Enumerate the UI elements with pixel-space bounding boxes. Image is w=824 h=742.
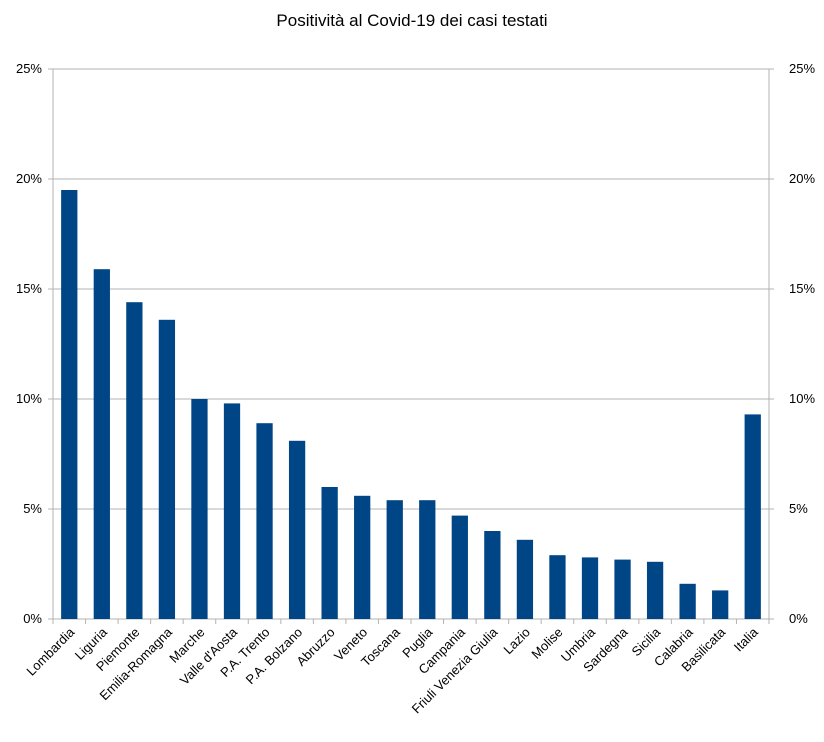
bar (256, 423, 273, 619)
y-axis-left: 0% 5% 10% 15% 20% 25% (16, 61, 42, 626)
y-tick-label-left: 0% (23, 611, 42, 626)
bar (191, 399, 208, 619)
y-axis-right: 0% 5% 10% 15% 20% 25% (789, 61, 815, 626)
y-tick-label-right: 20% (789, 171, 815, 186)
y-tick-label-right: 0% (789, 611, 808, 626)
bar (61, 190, 78, 619)
y-tick-label-right: 15% (789, 281, 815, 296)
bar (354, 495, 371, 619)
bar (126, 302, 143, 619)
plot-frame (48, 68, 774, 624)
bar (516, 539, 534, 619)
x-axis: LombardiaLiguriaPiemonteEmilia-RomagnaMa… (23, 624, 761, 716)
bar (321, 487, 338, 619)
bar (549, 555, 566, 619)
y-tick-label-right: 5% (789, 501, 808, 516)
bar (419, 500, 436, 619)
bar (386, 500, 403, 619)
bar (581, 557, 599, 619)
y-tick-label-left: 20% (16, 171, 42, 186)
bar (288, 440, 306, 619)
y-tick-label-left: 15% (16, 281, 42, 296)
y-tick-label-left: 5% (23, 501, 42, 516)
bar (646, 561, 664, 619)
bar (712, 590, 729, 619)
bar (223, 403, 241, 619)
y-tick-label-left: 10% (16, 391, 42, 406)
bar (451, 515, 468, 619)
bar (744, 414, 761, 619)
chart-title: Positività al Covid-19 dei casi testati (276, 11, 547, 30)
x-tick-label: Italia (731, 624, 762, 655)
y-tick-label-right: 10% (789, 391, 815, 406)
x-tick-label: Lombardia (23, 624, 78, 679)
y-tick-label-left: 25% (16, 61, 42, 76)
y-tick-label-right: 25% (789, 61, 815, 76)
bar (158, 319, 176, 619)
bar (93, 269, 110, 619)
bars (61, 190, 761, 619)
bar (614, 559, 631, 619)
bar (484, 531, 501, 619)
bar (679, 583, 696, 619)
